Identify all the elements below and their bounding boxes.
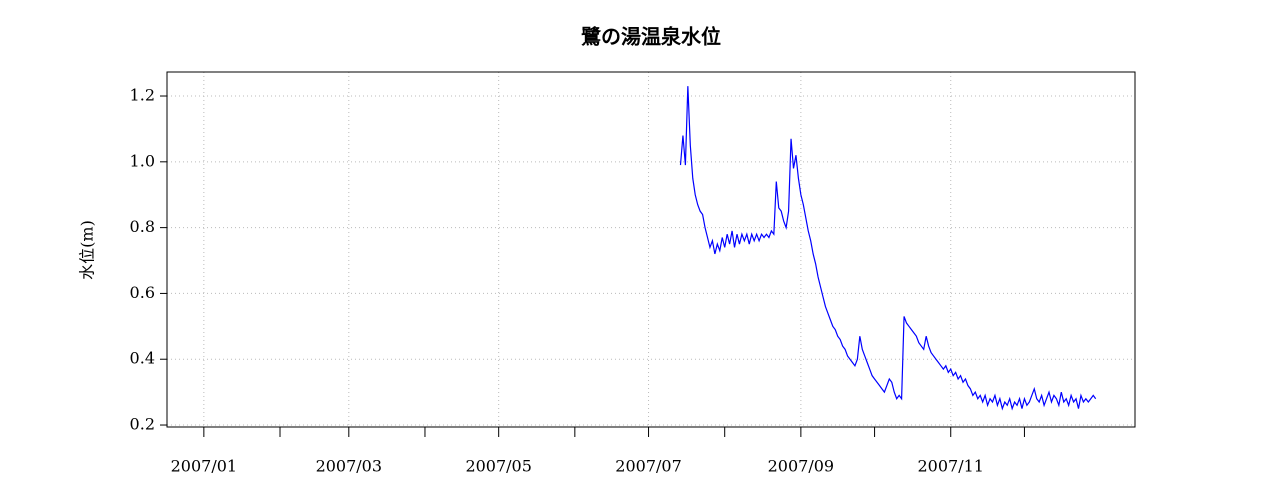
data-line: [679, 86, 1097, 411]
y-tick-label: 1.2: [130, 86, 155, 105]
x-tick-label: 2007/01: [171, 457, 237, 476]
chart-title: 鷺の湯温泉水位: [581, 25, 721, 49]
x-tick-label: 2007/03: [316, 457, 382, 476]
x-tick-label: 2007/07: [615, 457, 681, 476]
plot-frame: [166, 71, 1136, 428]
x-tick-label: 2007/09: [768, 457, 834, 476]
y-tick-label: 0.4: [130, 349, 155, 368]
y-axis-label: 水位(m): [78, 220, 97, 280]
y-tick-label: 0.6: [130, 283, 155, 302]
x-tick-label: 2007/05: [465, 457, 531, 476]
y-tick-label: 0.2: [130, 415, 155, 434]
x-tick-label: 2007/11: [918, 457, 984, 476]
y-tick-label: 1.0: [130, 151, 155, 170]
y-tick-label: 0.8: [130, 217, 155, 236]
